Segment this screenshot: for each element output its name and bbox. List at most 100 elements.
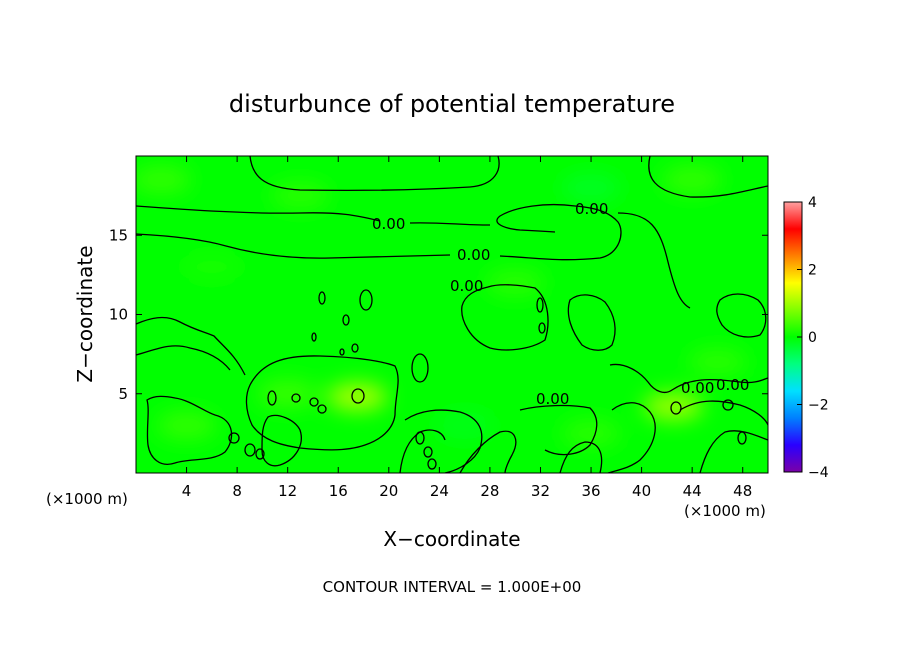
x-tick-label: 48	[733, 482, 752, 500]
field-patch	[136, 165, 192, 194]
contour-line	[228, 432, 240, 444]
contour-line	[255, 448, 265, 460]
contour-line	[339, 348, 345, 356]
field-patch	[561, 419, 622, 448]
contour-line	[318, 291, 326, 305]
contour-line	[136, 233, 451, 259]
field-patch	[662, 165, 723, 194]
colorbar-ticks: 4 2 0 −2 −4	[797, 195, 829, 481]
x-tick-label: 20	[379, 482, 398, 500]
field-patch	[687, 348, 748, 377]
contour-line	[146, 395, 233, 465]
contour-label: 0.00	[716, 376, 749, 394]
contour-line	[536, 297, 544, 313]
colorbar-tick-label: 4	[808, 195, 817, 211]
contour-line	[359, 289, 373, 311]
colorbar: 4 2 0 −2 −4	[783, 195, 829, 481]
contour-line	[423, 446, 433, 458]
contour-line	[427, 458, 437, 470]
contour-line	[607, 402, 656, 473]
x-axis: 4 8 12 16 20 24 28 32 36 40 44 48	[182, 156, 752, 500]
x-unit-right: (×1000 m)	[684, 502, 766, 520]
x-unit-left: (×1000 m)	[46, 490, 128, 508]
contour-line	[342, 314, 350, 326]
y-tick-label: 5	[118, 385, 128, 403]
contour-label: 0.00	[536, 390, 569, 408]
contour-line	[648, 156, 768, 198]
contour-line	[609, 363, 768, 393]
contour-line	[244, 443, 256, 457]
y-axis: 5 10 15	[109, 226, 768, 403]
contour-line	[249, 156, 500, 192]
y-tick-label: 15	[109, 226, 128, 244]
contour-line	[409, 222, 491, 226]
contour-line	[267, 390, 277, 406]
contour-interval-note: CONTOUR INTERVAL = 1.000E+00	[323, 578, 582, 596]
x-tick-label: 12	[278, 482, 297, 500]
field-patch	[181, 252, 242, 281]
field-patch	[327, 382, 388, 411]
field-patch	[643, 392, 704, 421]
contour-line	[519, 404, 598, 456]
field-patch	[156, 411, 217, 440]
contour-line	[351, 343, 359, 353]
colorbar-tick-label: 0	[808, 330, 817, 346]
x-tick-label: 24	[430, 482, 449, 500]
contour-labels: 0.00 0.00 0.00 0.00 0.00 0.00 0.00	[372, 200, 749, 408]
contour-line	[559, 441, 603, 473]
x-tick-label: 16	[329, 482, 348, 500]
x-tick-label: 4	[182, 482, 192, 500]
contour-label: 0.00	[450, 277, 483, 295]
contour-lines	[136, 156, 768, 473]
contour-line	[567, 294, 616, 351]
colorbar-tick-label: 2	[808, 263, 817, 279]
contour-label: 0.00	[681, 379, 714, 397]
contour-line	[415, 431, 425, 445]
colorbar-tick-label: −2	[808, 398, 829, 414]
y-axis-label: Z−coordinate	[73, 245, 97, 382]
contour-line	[291, 393, 301, 403]
contour-line	[670, 401, 682, 415]
contour-line	[499, 205, 622, 261]
field-patch	[257, 379, 318, 408]
chart-title: disturbunce of potential temperature	[229, 90, 675, 118]
contour-label: 0.00	[457, 246, 490, 264]
contour-line	[737, 431, 747, 445]
contour-line	[411, 353, 429, 383]
contour-line	[699, 430, 768, 473]
field-patch	[561, 173, 622, 202]
contour-line	[309, 397, 319, 407]
contour-line	[136, 205, 381, 222]
contour-line	[311, 332, 317, 342]
x-tick-label: 28	[480, 482, 499, 500]
contour-line	[496, 203, 576, 233]
x-tick-label: 8	[232, 482, 242, 500]
contour-line	[351, 388, 365, 404]
contour-line	[461, 284, 549, 351]
field-patch	[434, 411, 495, 440]
contour-line	[317, 404, 327, 414]
contour-line	[136, 345, 231, 371]
x-tick-label: 44	[683, 482, 702, 500]
contour-line	[722, 399, 734, 411]
contour-line	[459, 430, 517, 473]
field-patch	[270, 181, 331, 210]
contour-line	[245, 355, 399, 451]
contour-line	[538, 322, 546, 334]
contour-line	[617, 212, 691, 309]
plot-area: 0.00 0.00 0.00 0.00 0.00 0.00 0.00 4 8 12 1…	[109, 155, 769, 500]
x-tick-label: 40	[632, 482, 651, 500]
field-patch	[485, 268, 546, 297]
x-tick-label: 32	[531, 482, 550, 500]
colorbar-tick-label: −4	[808, 465, 829, 481]
contour-line	[679, 400, 768, 426]
y-tick-label: 10	[109, 306, 128, 324]
contour-label: 0.00	[372, 215, 405, 233]
contour-line	[716, 293, 767, 338]
contour-label: 0.00	[575, 200, 608, 218]
x-tick-label: 36	[581, 482, 600, 500]
contour-line	[136, 316, 246, 376]
x-axis-label: X−coordinate	[383, 527, 520, 551]
